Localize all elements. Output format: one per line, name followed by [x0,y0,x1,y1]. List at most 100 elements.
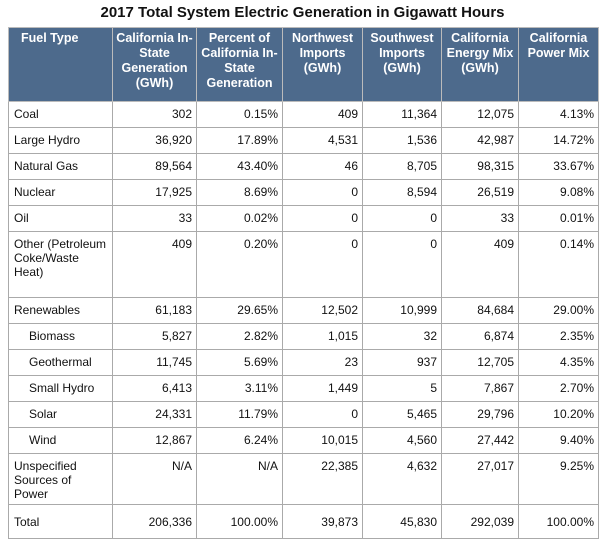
table-cell: 4,632 [362,453,442,505]
table-cell: Coal [8,101,113,128]
table-cell: 4.13% [518,101,599,128]
table-cell: 0 [282,205,363,232]
header-cell: Northwest Imports (GWh) [282,27,363,102]
table-cell: 89,564 [112,153,197,180]
table-cell: Oil [8,205,113,232]
table-cell: 0 [282,401,363,428]
table-cell: 33 [112,205,197,232]
table-cell: 33.67% [518,153,599,180]
header-cell: Fuel Type [8,27,113,102]
table-cell: 4,531 [282,127,363,154]
header-cell: California In-State Generation (GWh) [112,27,197,102]
table-cell: Small Hydro [8,375,113,402]
table-cell: 409 [112,231,197,298]
table-cell: 2.35% [518,323,599,350]
table-cell: 4.35% [518,349,599,376]
table-cell: 5,827 [112,323,197,350]
table-cell: 8,705 [362,153,442,180]
table-cell: N/A [196,453,283,505]
header-cell: Southwest Imports (GWh) [362,27,442,102]
header-cell: California Energy Mix (GWh) [441,27,519,102]
table-cell: 12,502 [282,297,363,324]
table-cell: 100.00% [518,504,599,539]
table-cell: 5 [362,375,442,402]
table-cell: 5.69% [196,349,283,376]
table-row: Coal 302 0.15% 409 11,364 12,075 4.13% [8,101,599,128]
table-cell: 9.08% [518,179,599,206]
table-cell: 23 [282,349,363,376]
table-cell: 100.00% [196,504,283,539]
table-cell: 84,684 [441,297,519,324]
table-cell: Nuclear [8,179,113,206]
table-cell: 937 [362,349,442,376]
table-cell: 9.40% [518,427,599,454]
table-cell: 27,017 [441,453,519,505]
table-cell: Biomass [8,323,113,350]
table-cell: 29,796 [441,401,519,428]
data-table: Fuel Type California In-State Generation … [8,27,599,539]
table-cell: 292,039 [441,504,519,539]
table-row: Solar 24,331 11.79% 0 5,465 29,796 10.20% [8,401,599,428]
table-cell: 14.72% [518,127,599,154]
table-cell: 7,867 [441,375,519,402]
table-cell: 1,015 [282,323,363,350]
table-cell: Geothermal [8,349,113,376]
table-cell: 11,364 [362,101,442,128]
table-cell: Renewables [8,297,113,324]
table-cell: 5,465 [362,401,442,428]
table-cell: 32 [362,323,442,350]
table-cell: 2.70% [518,375,599,402]
table-cell: 0 [282,179,363,206]
table-cell: N/A [112,453,197,505]
table-cell: 10.20% [518,401,599,428]
table-cell: 2.82% [196,323,283,350]
header-row: Fuel Type California In-State Generation … [8,27,599,102]
table-cell: 8,594 [362,179,442,206]
table-cell: Large Hydro [8,127,113,154]
table-cell: 46 [282,153,363,180]
table-cell: 409 [441,231,519,298]
table-cell: 6.24% [196,427,283,454]
table-row: Renewables 61,183 29.65% 12,502 10,999 84,684… [8,297,599,324]
table-cell: 36,920 [112,127,197,154]
table-cell: 0.20% [196,231,283,298]
table-row: Nuclear 17,925 8.69% 0 8,594 26,519 9.08% [8,179,599,206]
table-cell: 12,075 [441,101,519,128]
table-cell: 42,987 [441,127,519,154]
table-cell: 12,867 [112,427,197,454]
table-cell: 9.25% [518,453,599,505]
table-cell: 11.79% [196,401,283,428]
table-cell: 0 [362,231,442,298]
table-cell: 8.69% [196,179,283,206]
table-cell: 10,015 [282,427,363,454]
table-row: Other (Petroleum Coke/Waste Heat) 409 0.20… [8,231,599,298]
table-cell: Natural Gas [8,153,113,180]
table-row: Wind 12,867 6.24% 10,015 4,560 27,442 9.40% [8,427,599,454]
table-cell: 26,519 [441,179,519,206]
table-cell: 302 [112,101,197,128]
table-cell: 0.01% [518,205,599,232]
table-row: Small Hydro 6,413 3.11% 1,449 5 7,867 2.70% [8,375,599,402]
table-cell: 98,315 [441,153,519,180]
table-row: Unspecified Sources of Power N/A N/A 22,385… [8,453,599,505]
table-cell: 1,536 [362,127,442,154]
table-row: Biomass 5,827 2.82% 1,015 32 6,874 2.35% [8,323,599,350]
table-cell: 29.00% [518,297,599,324]
table-row: Total 206,336 100.00% 39,873 45,830 292,039 10… [8,504,599,539]
table-cell: Total [8,504,113,539]
table-cell: 45,830 [362,504,442,539]
table-cell: 0.02% [196,205,283,232]
table-cell: 1,449 [282,375,363,402]
table-cell: 4,560 [362,427,442,454]
table-cell: 17,925 [112,179,197,206]
table-cell: 39,873 [282,504,363,539]
table-cell: 10,999 [362,297,442,324]
table-cell: 0.15% [196,101,283,128]
table-cell: 0 [282,231,363,298]
table-cell: 24,331 [112,401,197,428]
header-cell: California Power Mix [518,27,599,102]
table-title: 2017 Total System Electric Generation in… [100,4,505,21]
table-cell: 206,336 [112,504,197,539]
table-cell: Other (Petroleum Coke/Waste Heat) [8,231,113,298]
table-cell: 409 [282,101,363,128]
